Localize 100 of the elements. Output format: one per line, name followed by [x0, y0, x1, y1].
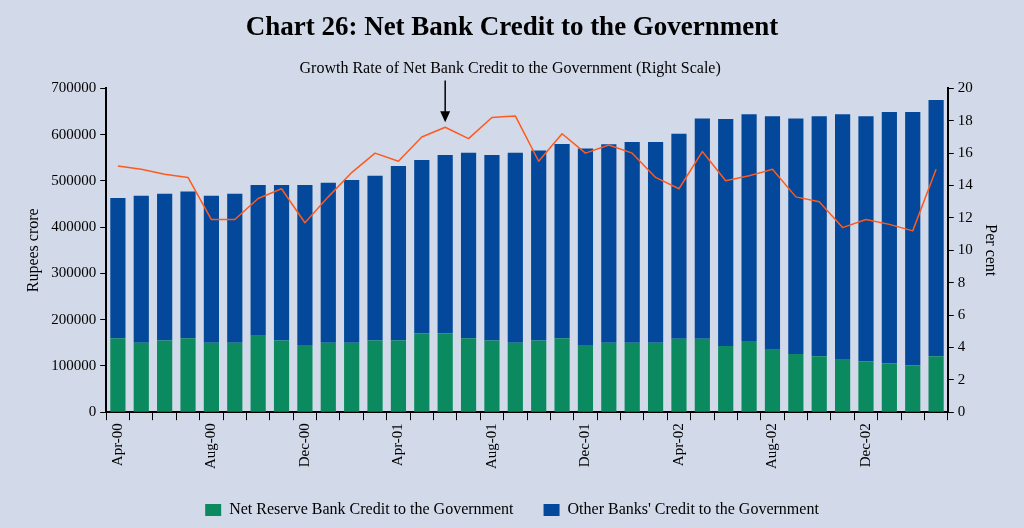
bar [110, 198, 126, 339]
x-tick-label: Aug-02 [763, 423, 780, 469]
bar [273, 185, 290, 341]
bar [460, 338, 477, 412]
y2-tick-label: 16 [957, 144, 974, 161]
bar [554, 143, 570, 339]
y-tick-label: 600000 [51, 125, 97, 142]
y-axis-title: Rupees crore [23, 208, 42, 293]
x-tick-label: Aug-00 [202, 423, 219, 469]
bar [531, 150, 547, 341]
bar [718, 346, 734, 412]
y-tick-label: 200000 [51, 310, 97, 327]
bar [203, 195, 219, 343]
x-tick-label: Aug-01 [482, 423, 499, 469]
y-tick-label: 500000 [51, 171, 97, 188]
bar [484, 155, 500, 341]
bar [157, 340, 173, 412]
bar [484, 340, 500, 412]
y-tick-label: 300000 [51, 264, 97, 281]
bar [671, 133, 687, 339]
bar [367, 175, 383, 341]
bar [414, 333, 430, 412]
x-tick-label: Apr-00 [108, 423, 125, 467]
y-tick-label: 0 [88, 403, 97, 420]
bar [273, 340, 290, 412]
y-tick-label: 100000 [51, 356, 97, 373]
bar [858, 361, 874, 412]
x-tick-label: Apr-02 [669, 423, 686, 467]
bar [601, 342, 617, 412]
bar [437, 333, 453, 412]
y-tick-label: 700000 [51, 79, 97, 96]
bar [250, 335, 266, 412]
bar [367, 340, 383, 412]
bar [647, 142, 664, 343]
bar [320, 342, 336, 412]
bar [297, 345, 313, 412]
bar [250, 185, 266, 336]
bar [531, 340, 547, 412]
bar [764, 116, 781, 350]
bar [297, 185, 313, 346]
bar [858, 116, 874, 362]
bar [577, 148, 594, 346]
y2-axis-title: Per cent [983, 224, 1001, 277]
bar [671, 338, 687, 412]
legend-label: Other Banks' Credit to the Government [567, 500, 820, 518]
bar [227, 342, 243, 412]
bar [437, 155, 453, 334]
bar [320, 182, 336, 343]
bar [180, 191, 196, 339]
bar [811, 116, 827, 357]
bar [414, 160, 430, 334]
bar [764, 349, 781, 412]
bar [788, 118, 804, 354]
y2-tick-label: 12 [957, 208, 973, 225]
y2-tick-label: 2 [957, 370, 966, 387]
bar [460, 152, 477, 339]
bar [905, 365, 921, 412]
x-tick-label: Dec-01 [576, 423, 593, 468]
legend-label: Net Reserve Bank Credit to the Government [229, 500, 515, 518]
bar [203, 342, 219, 412]
y-tick-label: 400000 [51, 218, 97, 235]
bar [601, 144, 617, 343]
bar [788, 353, 804, 412]
y2-tick-label: 0 [957, 403, 966, 420]
bar [157, 193, 173, 341]
bar [928, 356, 944, 412]
bar [110, 338, 126, 412]
bar [741, 114, 757, 341]
bar [133, 195, 149, 343]
bar [390, 166, 407, 341]
bar [928, 99, 944, 357]
bar [905, 111, 921, 366]
bar [718, 118, 734, 347]
bar [227, 193, 243, 343]
y2-tick-label: 6 [957, 305, 966, 322]
y2-tick-label: 18 [957, 111, 973, 128]
bar [835, 114, 851, 359]
bar [507, 152, 523, 343]
bar [390, 340, 407, 412]
bar [180, 338, 196, 412]
bar [554, 338, 570, 412]
bar [811, 356, 827, 412]
y2-tick-label: 20 [957, 79, 973, 96]
bar [624, 342, 640, 412]
bar [835, 358, 851, 412]
chart-title: Chart 26: Net Bank Credit to the Government [245, 11, 779, 42]
x-tick-label: Dec-00 [295, 423, 312, 468]
y2-tick-label: 4 [957, 338, 966, 355]
bar [507, 342, 523, 412]
bar [741, 340, 757, 412]
x-tick-label: Dec-02 [856, 423, 873, 468]
text: Growth Rate of Net Bank Credit to the Government (Right Scale) [299, 58, 721, 77]
bar [694, 338, 710, 412]
bar [624, 142, 640, 343]
y2-tick-label: 14 [957, 176, 974, 193]
y2-tick-label: 8 [957, 273, 966, 290]
bar [133, 342, 149, 412]
bar [881, 111, 897, 364]
bar [881, 363, 897, 412]
bar [577, 345, 594, 412]
